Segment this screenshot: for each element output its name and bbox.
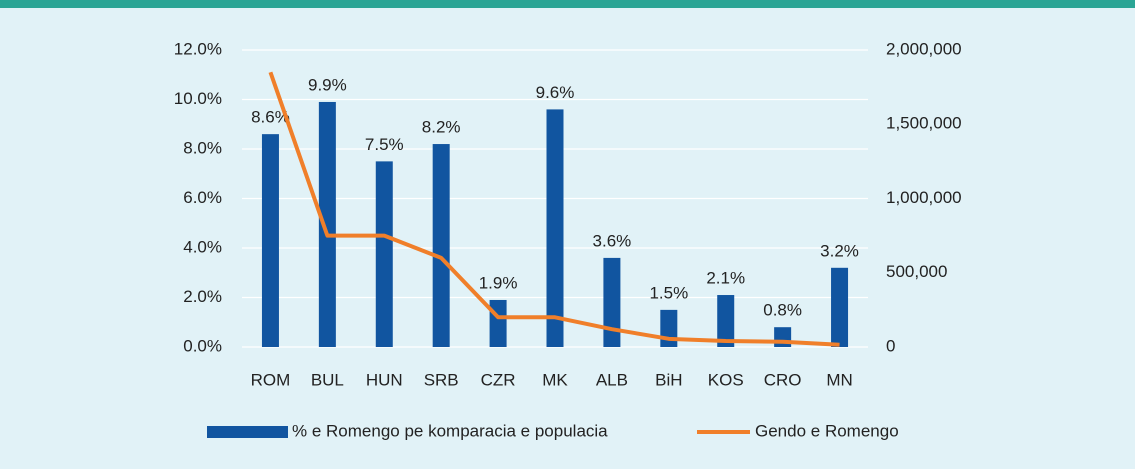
data-label: 2.1% — [706, 269, 745, 288]
data-label: 9.6% — [536, 83, 575, 102]
x-tick-label: MN — [826, 370, 852, 389]
y2-tick-label: 1,000,000 — [886, 188, 962, 207]
x-tick-label: MK — [542, 370, 568, 389]
bar — [831, 267, 849, 347]
y-tick-label: 4.0% — [183, 237, 222, 256]
y2-tick-label: 1,500,000 — [886, 114, 962, 133]
y-tick-label: 6.0% — [183, 188, 222, 207]
bar — [717, 295, 735, 347]
y2-tick-label: 2,000,000 — [886, 39, 962, 58]
bar — [318, 101, 336, 347]
bar — [261, 134, 279, 347]
y-tick-label: 8.0% — [183, 138, 222, 157]
x-tick-label: SRB — [424, 370, 459, 389]
bar — [489, 299, 507, 347]
bar — [432, 144, 450, 347]
line — [268, 71, 840, 347]
data-label: 8.2% — [422, 118, 461, 137]
x-tick-label: CRO — [764, 370, 802, 389]
data-label: 7.5% — [365, 135, 404, 154]
data-label: 0.8% — [763, 301, 802, 320]
data-label: 9.9% — [308, 75, 347, 94]
x-tick-label: ALB — [596, 370, 628, 389]
x-tick-label: CZR — [481, 370, 516, 389]
data-label: 1.5% — [649, 283, 688, 302]
bar — [375, 161, 393, 347]
bar — [603, 257, 621, 347]
y-tick-label: 0.0% — [183, 336, 222, 355]
data-label: 3.2% — [820, 241, 859, 260]
top-band — [0, 0, 1135, 8]
data-label: 3.6% — [593, 231, 632, 250]
x-tick-label: BUL — [311, 370, 344, 389]
bar — [546, 109, 564, 348]
x-tick-label: BiH — [655, 370, 682, 389]
y-tick-label: 10.0% — [174, 89, 222, 108]
bar — [660, 309, 678, 347]
x-tick-label: ROM — [251, 370, 291, 389]
legend-label: Gendo e Romengo — [755, 421, 899, 440]
data-label: 1.9% — [479, 273, 518, 292]
y-tick-label: 2.0% — [183, 287, 222, 306]
y2-tick-label: 0 — [886, 336, 895, 355]
data-label: 8.6% — [251, 108, 290, 127]
x-tick-label: HUN — [366, 370, 403, 389]
y2-tick-label: 500,000 — [886, 262, 947, 281]
legend-swatch — [207, 426, 288, 438]
legend-label: % e Romengo pe komparacia e populacia — [292, 421, 608, 440]
x-tick-label: KOS — [708, 370, 744, 389]
y-tick-label: 12.0% — [174, 39, 222, 58]
